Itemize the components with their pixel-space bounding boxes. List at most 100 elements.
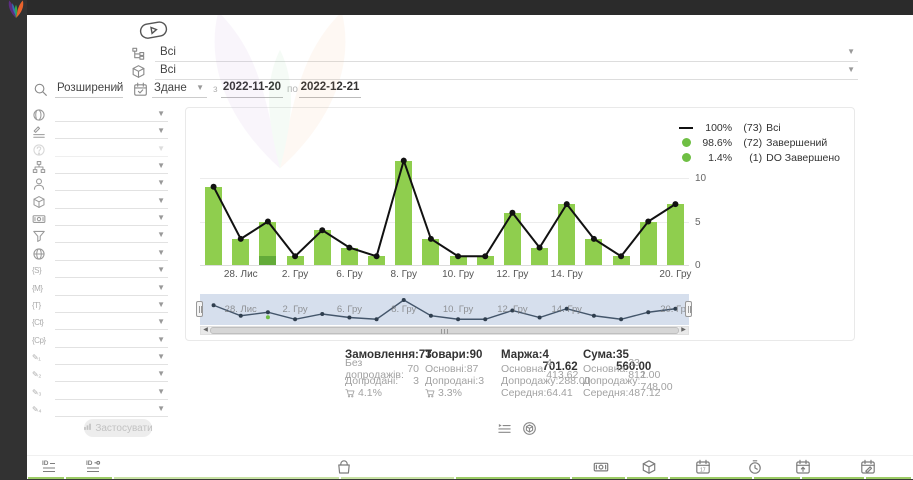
- stat-title: Товари: 90: [425, 349, 483, 361]
- stat-title: Сума: 35 560.00: [583, 349, 652, 373]
- bar-completed: [449, 256, 467, 265]
- chevron-down-icon: ▼: [157, 299, 165, 309]
- date-type-select[interactable]: Здане ▼: [152, 81, 207, 98]
- scroll-left-arrow-icon[interactable]: ◀: [201, 327, 210, 334]
- custom-field-4-icon: ✎₄: [32, 404, 41, 414]
- utm-source-select[interactable]: ▼: [55, 263, 168, 279]
- utm-medium-icon: {M}: [32, 283, 43, 293]
- top-bar: [0, 0, 913, 15]
- legend-item-всі[interactable]: 100% (73) Всі: [678, 120, 840, 135]
- chart-navigator[interactable]: [200, 294, 689, 325]
- x-axis-label: 20. Гру: [659, 269, 692, 280]
- package-circle-icon[interactable]: [522, 421, 537, 436]
- stat-row: Основна: 4 413.62: [501, 357, 579, 381]
- date-to-input[interactable]: 2022-12-21: [299, 81, 361, 98]
- column-money-icon[interactable]: [593, 459, 609, 475]
- filter-row-sitemap: ▼: [30, 159, 170, 176]
- search-icon[interactable]: [33, 82, 48, 97]
- legend-dot-marker: [678, 153, 694, 162]
- navigator-left-handle[interactable]: [196, 301, 203, 317]
- column-calendar-edit-icon[interactable]: [860, 459, 876, 475]
- sitemap-icon: [32, 160, 46, 174]
- utm-medium-select[interactable]: ▼: [55, 281, 168, 296]
- chart-scrollbar[interactable]: ◀ ▶: [200, 326, 689, 335]
- utm-content-select[interactable]: ▼: [55, 315, 168, 331]
- chevron-down-icon: ▼: [157, 109, 165, 118]
- legend-item-do-завершено[interactable]: 1.4% (1) DO Завершено: [678, 150, 840, 165]
- sitemap-select[interactable]: ▼: [55, 159, 168, 175]
- apply-button-label: Застосувати: [95, 422, 153, 434]
- chevron-down-icon: ▼: [157, 143, 165, 153]
- navigator-label: 20. Гру: [660, 304, 691, 315]
- lines-edit-select[interactable]: ▼: [55, 124, 168, 140]
- package-icon: [131, 64, 146, 79]
- custom-field-1-icon: ✎₁: [32, 352, 41, 362]
- filter-row-custom-field-1: ✎₁ ▼: [30, 350, 170, 367]
- bar: [476, 256, 494, 265]
- scroll-right-arrow-icon[interactable]: ▶: [679, 327, 688, 334]
- utm-content-icon: {Ct}: [32, 318, 44, 328]
- status-filter-select[interactable]: Всі ▼: [155, 45, 858, 62]
- money-select[interactable]: ▼: [55, 211, 168, 227]
- view-toggle: [497, 421, 537, 436]
- network-select[interactable]: ▼: [55, 246, 168, 261]
- utm-campaign-select[interactable]: ▼: [55, 333, 168, 348]
- stat-row: Допродажу: 288.00: [501, 375, 591, 387]
- bar: [340, 247, 358, 265]
- filter-row-globe: ▼: [30, 107, 170, 124]
- globe-select[interactable]: ▼: [55, 107, 168, 122]
- custom-field-3-select[interactable]: ▼: [55, 385, 168, 400]
- navigator-label: 2. Гру: [282, 304, 308, 315]
- column-id-link-icon[interactable]: ID: [85, 459, 101, 475]
- chevron-down-icon: ▼: [847, 47, 855, 56]
- custom-field-4-select[interactable]: ▼: [55, 402, 168, 417]
- svg-text:17: 17: [700, 467, 706, 473]
- column-timer-icon[interactable]: [747, 459, 763, 475]
- custom-field-1-select[interactable]: ▼: [55, 350, 168, 365]
- app-logo-icon[interactable]: [4, 0, 28, 19]
- column-calendar-in-icon[interactable]: [795, 459, 811, 475]
- column-underline: [627, 477, 668, 479]
- column-underline: [341, 477, 454, 479]
- column-underline: [572, 477, 625, 479]
- person-select[interactable]: ▼: [55, 176, 168, 192]
- legend-count: (72): [743, 136, 763, 149]
- bar: [503, 212, 521, 265]
- bar-completed: [503, 212, 521, 265]
- legend-item-завершений[interactable]: 98.6% (72) Завершений: [678, 135, 840, 150]
- stat-row: Допродані: 3: [345, 375, 419, 387]
- date-from-value: 2022-11-20: [222, 81, 282, 93]
- list-view-icon[interactable]: [497, 421, 512, 436]
- bar: [585, 238, 603, 265]
- bar-series: [200, 108, 689, 265]
- custom-field-2-select[interactable]: ▼: [55, 367, 168, 383]
- product-filter-select[interactable]: Всі ▼: [155, 63, 858, 80]
- bar-completed: [558, 204, 576, 265]
- utm-campaign-icon: {Cp}: [32, 335, 46, 345]
- search-mode-select[interactable]: Розширений ▼: [55, 81, 123, 98]
- column-id-list-icon[interactable]: ID: [41, 459, 57, 475]
- stat-column-маржа: Маржа: 4 701.62 Основна: 4 413.62 Допродажу:…: [501, 349, 591, 399]
- utm-term-select[interactable]: ▼: [55, 298, 168, 313]
- column-calendar-icon[interactable]: 17: [695, 459, 711, 475]
- question-select[interactable]: ▼: [55, 142, 168, 157]
- filter-row-utm-content: {Ct} ▼: [30, 315, 170, 332]
- apply-button[interactable]: Застосувати: [84, 419, 153, 437]
- chevron-down-icon: ▼: [157, 126, 165, 136]
- video-hint-icon[interactable]: [138, 19, 171, 42]
- package-select[interactable]: ▼: [55, 194, 168, 209]
- gridline: [200, 265, 689, 266]
- upsell-cart-icon: [345, 388, 356, 399]
- x-axis-label: 28. Лис: [223, 269, 258, 280]
- funnel-select[interactable]: ▼: [55, 228, 168, 244]
- scrollbar-thumb[interactable]: [210, 327, 679, 334]
- stat-title: Маржа: 4 701.62: [501, 349, 578, 373]
- bar: [286, 256, 304, 265]
- bar-completed: [205, 186, 223, 265]
- stat-row: 4.1%: [345, 387, 419, 399]
- navigator-right-handle[interactable]: [685, 301, 692, 317]
- column-bag-icon[interactable]: [336, 459, 352, 475]
- legend-count: (1): [749, 151, 763, 164]
- column-package-icon[interactable]: [641, 459, 657, 475]
- date-from-input[interactable]: 2022-11-20: [221, 81, 283, 98]
